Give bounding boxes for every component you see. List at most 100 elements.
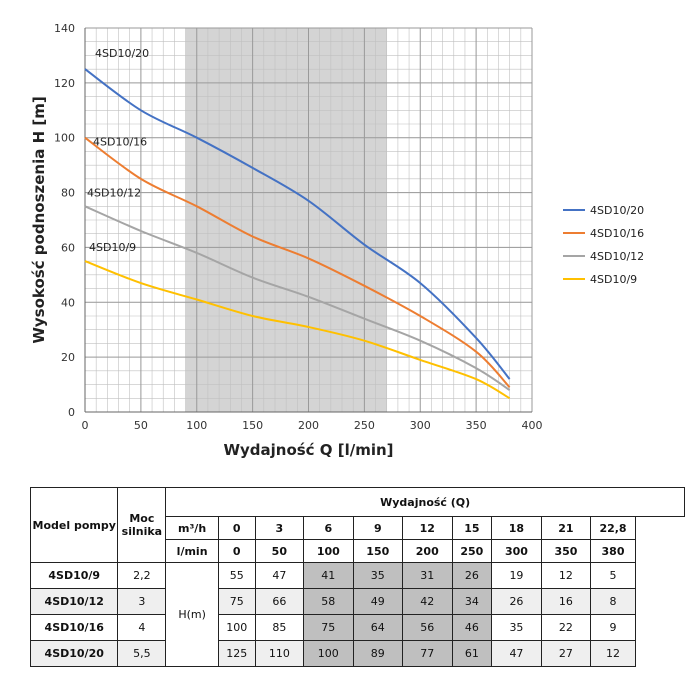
series-inline-label: 4SD10/12	[87, 186, 141, 199]
head-value: 5	[590, 562, 636, 589]
y-tick-label: 120	[54, 77, 75, 90]
flow-lmin-value: 350	[540, 539, 592, 563]
flow-m3h-value: 15	[451, 516, 493, 540]
y-tick-label: 100	[54, 132, 75, 145]
head-value: 89	[352, 640, 404, 667]
model-name: 4SD10/9	[29, 562, 119, 589]
legend-entry: 4SD10/16	[590, 227, 644, 240]
motor-power: 2,2	[117, 562, 167, 589]
pump-spec-table: Model pompy Moc silnika Wydajność (Q) m³/h 0…	[29, 487, 685, 667]
head-value: 26	[491, 588, 542, 615]
x-tick-label: 250	[354, 419, 375, 432]
flow-m3h-value: 0	[217, 516, 256, 540]
flow-m3h-value: 12	[402, 516, 453, 540]
x-tick-label: 0	[82, 419, 89, 432]
series-line-4SD10/12	[84, 205, 511, 391]
y-tick-label: 60	[61, 241, 75, 254]
x-tick-label: 50	[134, 419, 148, 432]
series-line-4SD10/9	[84, 260, 511, 400]
x-tick-label: 150	[242, 419, 263, 432]
motor-power: 5,5	[117, 640, 167, 667]
unit-lmin: l/min	[165, 539, 219, 563]
header-power: Moc silnika	[117, 487, 167, 563]
flow-m3h-value: 22,8	[590, 516, 636, 540]
model-name: 4SD10/20	[29, 640, 119, 667]
flow-m3h-value: 6	[303, 516, 354, 540]
head-value: 46	[451, 614, 493, 641]
series-inline-label: 4SD10/20	[95, 47, 149, 60]
x-tick-label: 400	[522, 419, 543, 432]
head-value: 110	[254, 640, 305, 667]
head-value: 8	[590, 588, 636, 615]
y-axis-title: Wysokość podnoszenia H [m]	[30, 96, 48, 343]
series-inline-label: 4SD10/16	[93, 136, 147, 149]
flow-m3h-value: 21	[540, 516, 592, 540]
head-value: 22	[540, 614, 592, 641]
model-name: 4SD10/16	[29, 614, 119, 641]
y-tick-label: 0	[68, 406, 75, 419]
head-value: 49	[352, 588, 404, 615]
y-tick-label: 140	[54, 22, 75, 35]
table-row: 4SD10/16 4 100 85 75 64 56 46 35 22 9	[29, 614, 685, 641]
head-label: H(m)	[165, 562, 219, 667]
header-capacity: Wydajność (Q)	[165, 487, 685, 517]
head-value: 56	[402, 614, 453, 641]
head-value: 35	[352, 562, 404, 589]
head-value: 47	[254, 562, 305, 589]
head-value: 47	[491, 640, 542, 667]
table-header-row: l/min 0 50 100 150 200 250 300 350 380	[31, 539, 685, 563]
head-value: 55	[217, 562, 256, 589]
head-value: 125	[217, 640, 256, 667]
head-value: 34	[451, 588, 493, 615]
head-value: 27	[540, 640, 592, 667]
head-value: 41	[303, 562, 354, 589]
table-row: 4SD10/12 3 75 66 58 49 42 34 26 16 8	[29, 588, 685, 615]
head-value: 100	[217, 614, 256, 641]
flow-lmin-value: 380	[590, 539, 636, 563]
pump-curve-chart: 0 50 100 150 200 250 300 350 400 0 20 40 60 80 100 120 1…	[30, 22, 644, 459]
pump-spec-table-wrap: Model pompy Moc silnika Wydajność (Q) m³/h 0…	[29, 487, 685, 667]
y-tick-label: 80	[61, 187, 75, 200]
y-tick-label: 40	[61, 296, 75, 309]
flow-lmin-value: 150	[352, 539, 404, 563]
y-tick-label: 20	[61, 351, 75, 364]
table-row: 4SD10/9 2,2 H(m) 55 47 41 35 31 26 19 12 5	[29, 562, 685, 667]
x-tick-label: 350	[466, 419, 487, 432]
flow-m3h-value: 9	[352, 516, 404, 540]
legend-entry: 4SD10/12	[590, 250, 644, 263]
model-name: 4SD10/12	[29, 588, 119, 615]
head-value: 26	[451, 562, 493, 589]
motor-power: 3	[117, 588, 167, 615]
head-value: 58	[303, 588, 354, 615]
series-line-4SD10/20	[84, 68, 511, 380]
x-tick-label: 200	[298, 419, 319, 432]
table-row: 4SD10/20 5,5 125 110 100 89 77 61 47 27 12	[29, 640, 685, 667]
head-value: 12	[540, 562, 592, 589]
flow-lmin-value: 200	[402, 539, 453, 563]
head-value: 16	[540, 588, 592, 615]
legend-entry: 4SD10/9	[590, 273, 637, 286]
flow-m3h-value: 3	[254, 516, 305, 540]
head-value: 75	[217, 588, 256, 615]
flow-lmin-value: 250	[451, 539, 493, 563]
x-tick-label: 100	[186, 419, 207, 432]
head-value: 9	[590, 614, 636, 641]
x-tick-label: 300	[410, 419, 431, 432]
flow-lmin-value: 50	[254, 539, 305, 563]
x-axis-title: Wydajność Q [l/min]	[223, 441, 393, 459]
head-value: 19	[491, 562, 542, 589]
head-value: 35	[491, 614, 542, 641]
head-value: 61	[451, 640, 493, 667]
unit-m3h: m³/h	[165, 516, 219, 540]
table-header-row: Model pompy Moc silnika Wydajność (Q)	[29, 487, 685, 563]
head-value: 64	[352, 614, 404, 641]
head-value: 100	[303, 640, 354, 667]
flow-lmin-value: 100	[303, 539, 354, 563]
head-value: 77	[402, 640, 453, 667]
header-model: Model pompy	[29, 487, 119, 563]
head-value: 85	[254, 614, 305, 641]
head-value: 31	[402, 562, 453, 589]
flow-m3h-value: 18	[491, 516, 542, 540]
flow-lmin-value: 0	[217, 539, 256, 563]
head-value: 12	[590, 640, 636, 667]
